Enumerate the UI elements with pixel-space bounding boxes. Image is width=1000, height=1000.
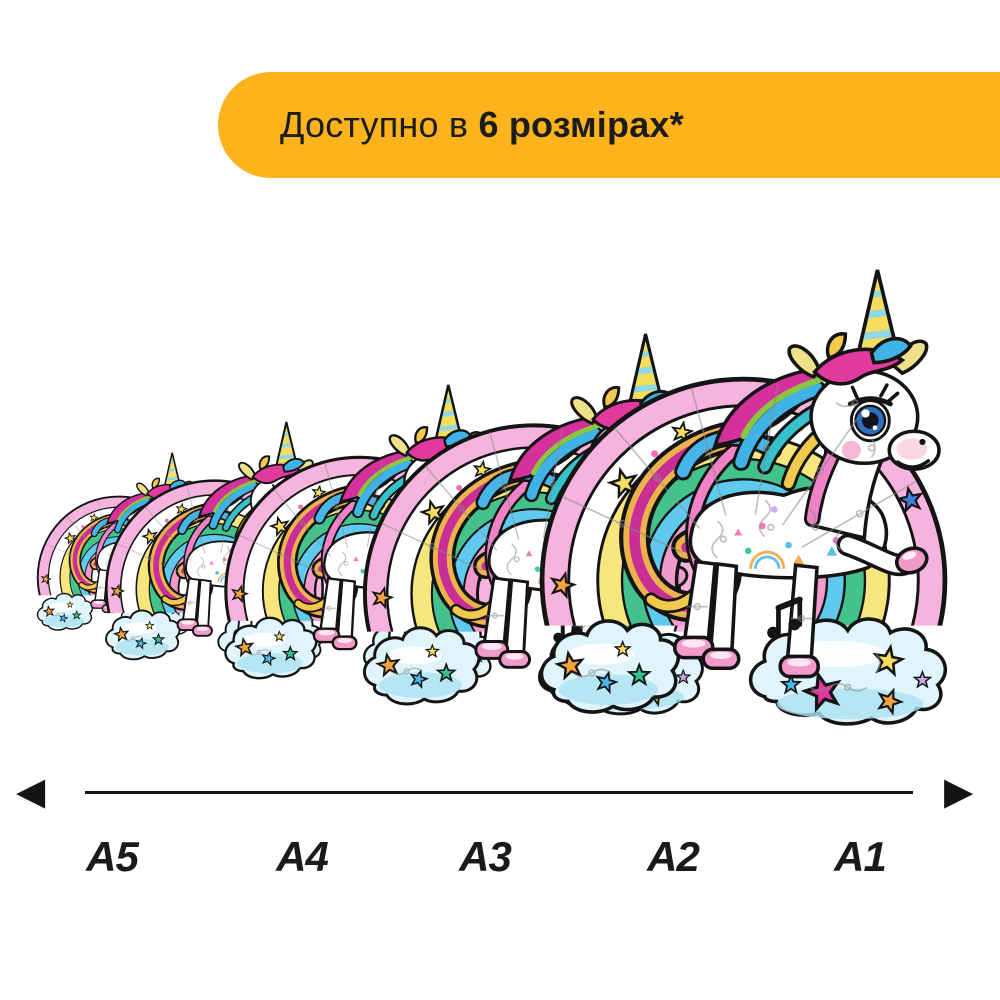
unicorn-puzzle-size-a1 xyxy=(530,263,957,737)
size-label-a2: A2 xyxy=(647,833,700,880)
size-label-a3: A3 xyxy=(459,833,512,880)
banner-text-bold: 6 розмірах* xyxy=(478,104,684,145)
banner-text: Доступно в 6 розмірах* xyxy=(280,104,684,146)
size-axis-line xyxy=(85,791,913,794)
right-arrow-icon: ▶ xyxy=(944,769,974,813)
promo-banner: Доступно в 6 розмірах* xyxy=(218,72,1000,178)
size-label-a5: A5 xyxy=(86,833,139,880)
size-label-a1: A1 xyxy=(834,833,887,880)
banner-text-prefix: Доступно в xyxy=(280,104,479,145)
size-label-a4: A4 xyxy=(276,833,329,880)
left-arrow-icon: ◀ xyxy=(16,769,46,813)
